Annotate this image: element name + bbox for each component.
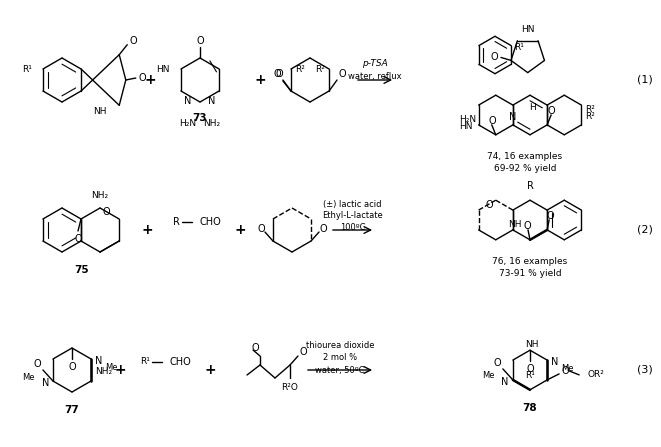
Text: O: O xyxy=(74,234,82,244)
Text: O: O xyxy=(139,73,147,83)
Text: HN: HN xyxy=(157,64,170,73)
Text: N: N xyxy=(42,378,49,388)
Text: +: + xyxy=(144,73,156,87)
Text: 73: 73 xyxy=(193,113,208,123)
Text: NH₂: NH₂ xyxy=(91,191,108,201)
Text: R¹: R¹ xyxy=(140,358,150,367)
Text: Me: Me xyxy=(105,363,118,371)
Text: N: N xyxy=(502,377,509,387)
Text: R²: R² xyxy=(586,112,596,122)
Text: N: N xyxy=(509,112,516,122)
Text: 74, 16 examples: 74, 16 examples xyxy=(487,152,563,161)
Text: +: + xyxy=(114,363,126,377)
Text: R²: R² xyxy=(586,105,596,114)
Text: O: O xyxy=(196,36,204,46)
Text: (3): (3) xyxy=(637,365,653,375)
Text: O: O xyxy=(547,211,554,221)
Text: 76, 16 examples: 76, 16 examples xyxy=(492,257,568,266)
Text: +: + xyxy=(204,363,215,377)
Text: O: O xyxy=(493,358,500,368)
Text: R²O: R²O xyxy=(282,384,298,392)
Text: (1): (1) xyxy=(637,75,653,85)
Text: 75: 75 xyxy=(74,265,89,275)
Text: 100ºC: 100ºC xyxy=(340,224,366,232)
Text: R²: R² xyxy=(315,66,325,75)
Text: Me: Me xyxy=(22,372,35,381)
Text: 73-91 % yield: 73-91 % yield xyxy=(498,269,561,278)
Text: O: O xyxy=(257,224,265,234)
Text: 77: 77 xyxy=(65,405,79,415)
Text: N: N xyxy=(184,96,192,106)
Text: O: O xyxy=(299,347,307,357)
Text: O: O xyxy=(526,364,534,374)
Text: NH: NH xyxy=(93,107,106,116)
Text: OR²: OR² xyxy=(587,371,604,380)
Text: O: O xyxy=(547,106,555,116)
Text: H₂N: H₂N xyxy=(459,114,477,124)
Text: O: O xyxy=(486,200,494,210)
Text: O: O xyxy=(561,366,569,376)
Text: (±) lactic acid: (±) lactic acid xyxy=(323,199,382,208)
Text: water, 50ºC: water, 50ºC xyxy=(315,366,365,375)
Text: O: O xyxy=(338,69,346,79)
Text: NH₂: NH₂ xyxy=(95,367,112,375)
Text: HN: HN xyxy=(521,25,535,34)
Text: p-TSA: p-TSA xyxy=(362,59,388,68)
Text: NH: NH xyxy=(525,340,539,349)
Text: R: R xyxy=(173,217,180,227)
Text: water, reflux: water, reflux xyxy=(348,72,402,80)
Text: NH₂: NH₂ xyxy=(204,119,221,128)
Text: N: N xyxy=(551,357,559,367)
Text: Me: Me xyxy=(483,371,495,380)
Text: O: O xyxy=(68,362,76,372)
Text: CHO: CHO xyxy=(200,217,221,227)
Text: +: + xyxy=(254,73,266,87)
Text: O: O xyxy=(251,343,259,353)
Text: CHO: CHO xyxy=(170,357,192,367)
Text: (2): (2) xyxy=(637,225,653,235)
Text: R: R xyxy=(527,181,533,191)
Text: O: O xyxy=(490,52,498,63)
Text: O: O xyxy=(524,221,531,231)
Text: +: + xyxy=(141,223,153,237)
Text: O: O xyxy=(489,116,496,126)
Text: O: O xyxy=(273,69,281,79)
Text: H: H xyxy=(529,103,535,112)
Text: O: O xyxy=(33,359,41,369)
Text: H₂N: H₂N xyxy=(179,119,196,128)
Text: N: N xyxy=(208,96,215,106)
Text: thiourea dioxide: thiourea dioxide xyxy=(306,342,374,350)
Text: 78: 78 xyxy=(523,403,537,413)
Text: R¹: R¹ xyxy=(514,43,524,52)
Text: R¹: R¹ xyxy=(525,371,535,380)
Text: HN: HN xyxy=(459,122,473,131)
Text: N: N xyxy=(95,356,102,366)
Text: R¹: R¹ xyxy=(22,64,32,73)
Text: Me: Me xyxy=(561,363,574,373)
Text: 69-92 % yield: 69-92 % yield xyxy=(494,164,557,173)
Text: 2 mol %: 2 mol % xyxy=(323,354,357,363)
Text: O: O xyxy=(275,69,283,79)
Text: Ethyl-L-lactate: Ethyl-L-lactate xyxy=(322,211,383,220)
Text: O: O xyxy=(130,36,137,46)
Text: O: O xyxy=(102,207,110,217)
Text: +: + xyxy=(234,223,246,237)
Text: NH: NH xyxy=(508,219,522,228)
Text: R²: R² xyxy=(295,66,305,75)
Text: O: O xyxy=(319,224,327,234)
